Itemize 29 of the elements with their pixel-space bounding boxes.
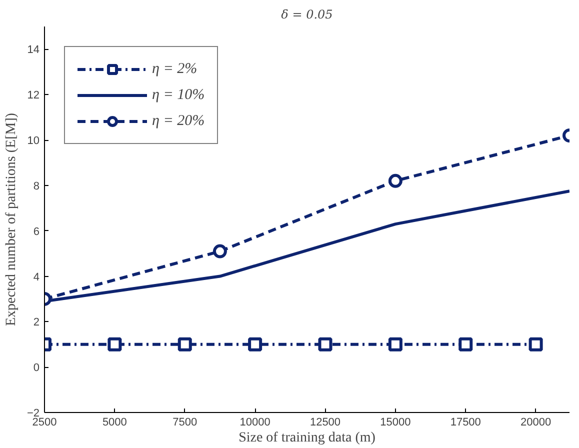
x-tick-label: 7500 — [172, 416, 198, 428]
y-tick-label: 4 — [33, 271, 40, 284]
legend-label: η = 10% — [152, 86, 205, 104]
point — [178, 337, 192, 352]
x-tick-label: 2500 — [32, 416, 57, 428]
x-tick-label: 15000 — [380, 416, 411, 428]
y-tick-label: 10 — [27, 135, 40, 148]
x-axis-title: Size of training data (m) — [238, 430, 376, 446]
x-tick-label: 12500 — [310, 416, 341, 428]
y-tick-label: 14 — [27, 44, 40, 56]
x-tick-label: 10000 — [240, 416, 270, 428]
y-tick-label: 12 — [27, 90, 40, 102]
y-axis-title: Expected number of partitions (E[M]) — [4, 112, 19, 326]
point — [388, 337, 402, 352]
legend-label: η = 20% — [152, 112, 205, 130]
point — [248, 337, 262, 352]
point — [318, 337, 332, 352]
x-tick-label: 20000 — [520, 416, 552, 428]
point — [458, 337, 473, 352]
y-tick-label: 8 — [33, 180, 40, 192]
point — [108, 337, 122, 352]
y-tick-label: 6 — [33, 226, 40, 238]
x-tick-label: 5000 — [102, 416, 127, 428]
point — [528, 337, 543, 352]
y-tick-label: 0 — [33, 362, 40, 374]
chart-title: δ = 0.05 — [281, 8, 333, 22]
legend-label: η = 2% — [152, 60, 198, 78]
y-tick-label: 2 — [33, 316, 40, 329]
x-tick-label: 17500 — [450, 416, 481, 428]
